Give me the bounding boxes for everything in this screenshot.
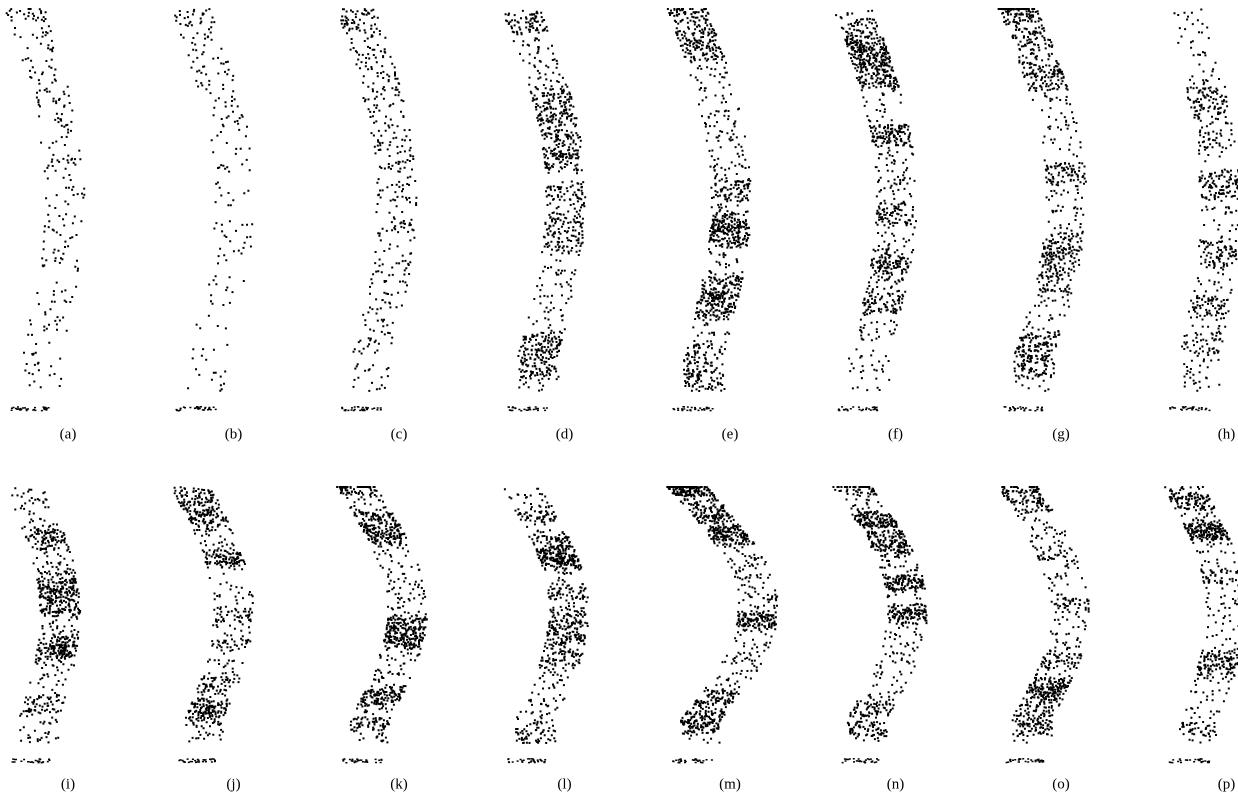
point-cloud <box>505 10 587 412</box>
panel-label: (h) <box>1218 426 1236 442</box>
point-cloud <box>1164 486 1238 763</box>
point-cloud <box>832 486 927 764</box>
panel-label: (l) <box>557 776 571 792</box>
point-cloud <box>174 486 254 763</box>
panel-label: (f) <box>888 426 903 442</box>
panel-label: (j) <box>226 776 240 792</box>
figure: (a) (b) (c) (d) (e) (f) (g) (h) (i) (j) (k) (l) (m) (… <box>0 0 1238 797</box>
point-cloud <box>835 10 917 412</box>
point-cloud <box>11 487 81 763</box>
panel-label: (d) <box>556 426 574 442</box>
point-cloud <box>340 8 417 411</box>
point-cloud <box>174 8 253 411</box>
panel-label: (k) <box>390 776 408 792</box>
panel-label: (c) <box>391 426 408 442</box>
point-cloud <box>666 486 778 764</box>
point-cloud <box>998 8 1087 412</box>
panel-label: (a) <box>60 426 77 442</box>
panel-label: (i) <box>61 776 75 792</box>
panel-label: (b) <box>225 426 243 442</box>
point-cloud <box>504 488 589 764</box>
panel-label: (o) <box>1052 776 1070 792</box>
point-cloud <box>667 8 751 411</box>
panel-label: (m) <box>719 776 741 792</box>
panel-label: (g) <box>1052 426 1070 442</box>
point-cloud <box>6 8 86 411</box>
point-cloud <box>336 486 428 764</box>
point-cloud <box>1001 486 1089 763</box>
panel-label: (e) <box>722 426 739 442</box>
panel-label: (p) <box>1218 776 1236 792</box>
point-cloud <box>1169 9 1238 412</box>
panel-label: (n) <box>887 776 905 792</box>
